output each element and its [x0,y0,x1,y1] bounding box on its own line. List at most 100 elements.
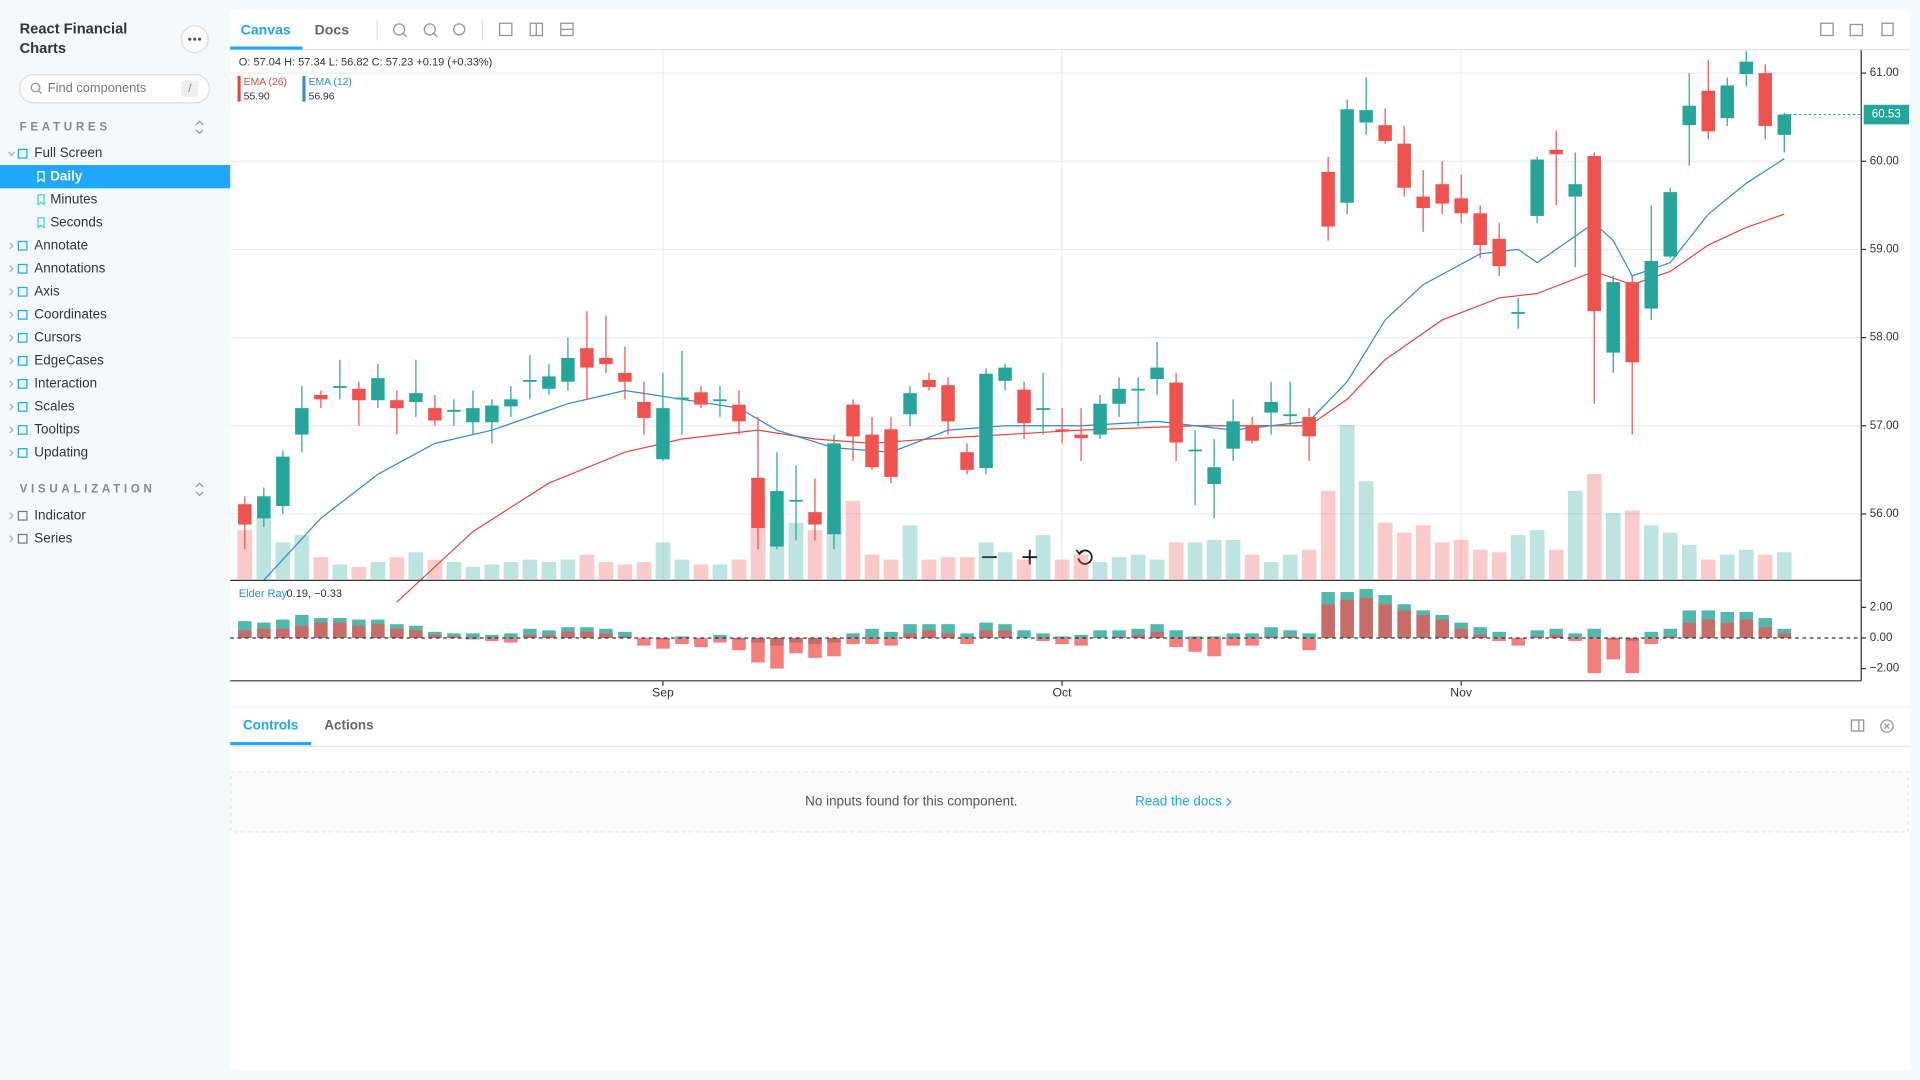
volume-bar [1149,559,1165,580]
toolbar-icons[interactable] [376,19,1894,41]
section-toggle[interactable] [195,120,204,135]
tree-caret[interactable] [9,357,14,365]
nav-item[interactable]: Interaction [34,375,97,390]
elder-bear-bar [504,637,518,643]
elder-bear-bar [1435,619,1449,638]
elder-bull-bar [1226,633,1240,638]
nav-item[interactable]: Series [34,530,72,545]
menu-button[interactable] [180,25,209,54]
volume-bar [712,564,728,580]
x-tick-label: Sep [652,685,674,699]
search-box[interactable]: Find components / [18,74,210,104]
story-icon [37,194,45,206]
nav-item[interactable]: Cursors [34,329,81,344]
nav-item[interactable]: Coordinates [34,306,107,321]
nav-item[interactable]: Tooltips [34,421,80,436]
candle-body [1492,238,1506,267]
candle-body [428,408,442,421]
volume-bar [1092,562,1108,580]
elder-bull-bar [846,633,860,638]
nav-item[interactable]: Scales [34,398,75,413]
tree-caret[interactable] [9,380,14,388]
candle-body [1359,110,1373,123]
volume-bar [484,564,500,580]
candle-body [447,409,461,412]
search-placeholder: Find components [48,80,147,95]
nav-item[interactable]: Full Screen [34,145,102,160]
candle-body [485,405,499,423]
y-tick-label: 0.00 [1870,631,1893,644]
tree-caret[interactable] [9,535,14,543]
elder-bear-bar [960,637,974,645]
nav-item[interactable]: Annotations [34,260,105,275]
tab-docs[interactable]: Docs [315,21,350,37]
candle-body [1131,388,1145,391]
tree-caret[interactable] [9,426,14,434]
elder-bear-bar [1701,619,1715,638]
elder-bear-bar [276,628,290,638]
candle-body [1644,260,1658,309]
section-toggle[interactable] [195,482,204,497]
elder-bear-bar [808,637,822,658]
component-icon [17,332,28,343]
nav-item[interactable]: Annotate [34,237,88,252]
elder-bull-bar [1093,630,1107,638]
tree-caret[interactable] [9,449,14,457]
nav-story[interactable]: Minutes [50,191,97,206]
nav-item[interactable]: Updating [34,445,88,460]
candle-body [1264,401,1278,413]
candle-body [1511,312,1525,314]
candle-body [808,512,822,525]
tree-caret[interactable] [9,311,14,319]
docs-link[interactable]: Read the docs [1135,794,1222,809]
tree-caret[interactable] [8,151,16,157]
elder-bear-bar [352,625,366,638]
candle-body [789,499,803,502]
candle-body [1435,184,1449,204]
component-icon [17,148,28,159]
nav-story[interactable]: Daily [50,168,83,183]
elder-bear-bar [941,633,955,638]
zoom-buttons[interactable] [975,543,1099,571]
tab-controls[interactable]: Controls [243,718,298,733]
panel-icons[interactable] [1850,719,1894,733]
nav-item[interactable]: EdgeCases [34,352,104,367]
tree-caret[interactable] [9,242,14,250]
tree-caret[interactable] [9,265,14,273]
elder-bear-bar [1036,637,1050,642]
tree-caret[interactable] [9,288,14,296]
elder-bull-bar [675,636,689,638]
candle-body [922,379,936,387]
component-icon [17,355,28,366]
tree-caret[interactable] [9,403,14,411]
elder-bull-bar [1530,630,1544,638]
elder-bear-bar [1587,637,1601,674]
candle-body [295,408,309,435]
component-icon [17,263,28,274]
elder-bear-bar [1663,636,1677,638]
nav-item[interactable]: Axis [34,283,60,298]
elder-bear-bar [447,636,461,638]
candle-body [1606,282,1620,353]
elder-bear-bar [1397,610,1411,638]
volume-bar [1358,481,1374,580]
candle-body [1017,389,1031,424]
tree-caret[interactable] [9,512,14,520]
candle-body [960,452,974,470]
tree-caret[interactable] [9,334,14,342]
elder-bear-bar [371,624,385,638]
volume-bar [959,557,975,580]
nav-item[interactable]: Indicator [34,507,86,522]
candle-body [1302,416,1316,437]
elder-bear-bar [713,637,727,643]
elder-bear-bar [1720,622,1734,638]
elder-bear-bar [428,634,442,638]
search-shortcut: / [188,81,192,95]
component-icon [17,401,28,412]
nav-story[interactable]: Seconds [50,214,103,229]
tab-canvas[interactable]: Canvas [241,21,291,37]
elder-bull-bar [1492,631,1506,638]
tab-actions[interactable]: Actions [324,718,373,733]
candle-body [1283,414,1297,417]
elder-bull-bar [447,633,461,638]
